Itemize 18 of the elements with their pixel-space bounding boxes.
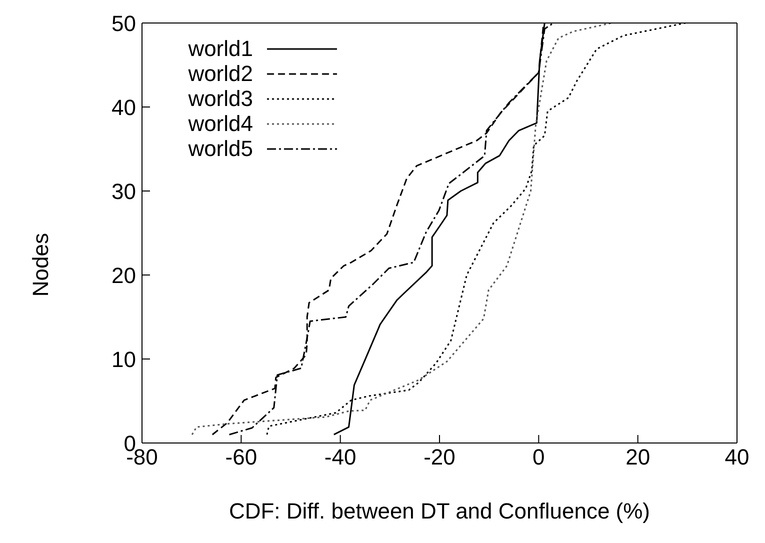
x-tick-label: 0 (532, 444, 545, 470)
x-tick-label: -60 (225, 444, 258, 470)
x-tick-label: 20 (626, 444, 650, 470)
legend-label: world1 (187, 36, 253, 61)
y-tick-label: 10 (112, 346, 136, 372)
y-tick-label: 30 (112, 178, 136, 204)
legend-label: world2 (187, 61, 253, 86)
y-tick-label: 40 (112, 94, 136, 120)
x-tick-label: -20 (424, 444, 456, 470)
legend-label: world4 (187, 111, 253, 136)
y-tick-label: 20 (112, 262, 136, 288)
x-axis-title: CDF: Diff. between DT and Confluence (%) (228, 498, 650, 524)
legend-label: world3 (187, 86, 253, 111)
x-tick-label: 40 (724, 444, 750, 470)
y-axis-title: Nodes (28, 233, 53, 297)
y-tick-label: 50 (112, 10, 136, 36)
legend-label: world5 (187, 136, 253, 161)
x-tick-label: -40 (324, 444, 356, 470)
